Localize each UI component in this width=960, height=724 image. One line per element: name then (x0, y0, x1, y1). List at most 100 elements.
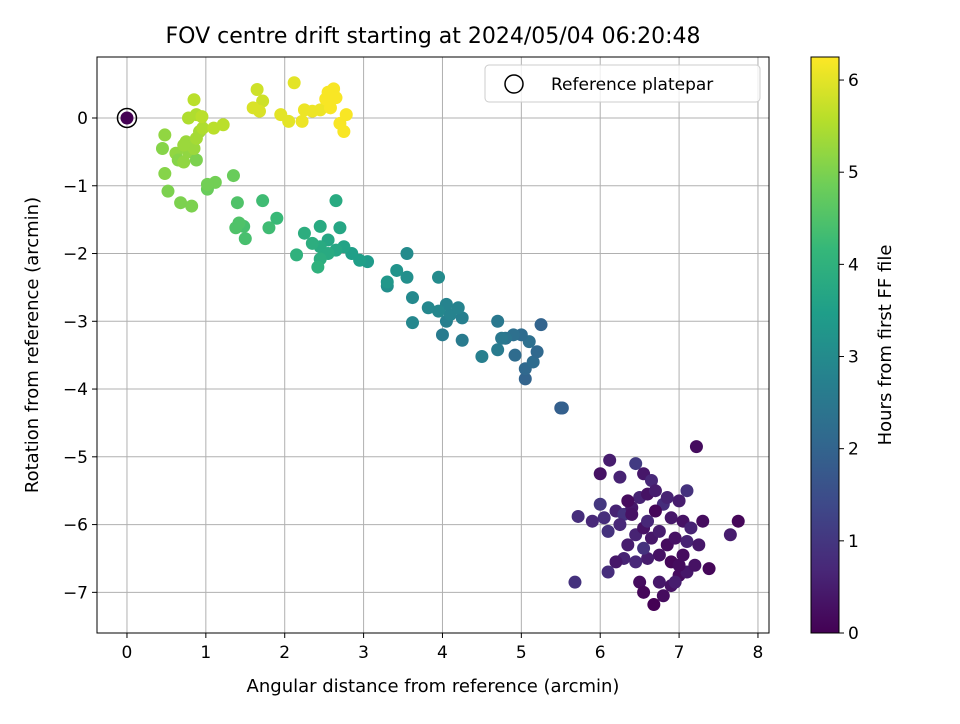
data-point (526, 355, 540, 369)
data-point (311, 260, 325, 274)
data-point (629, 555, 643, 569)
data-point (305, 236, 319, 250)
data-point (609, 555, 623, 569)
data-point (329, 91, 343, 105)
y-tick-label: −1 (63, 177, 88, 197)
data-point (688, 558, 702, 572)
data-point (652, 524, 666, 538)
data-point (648, 504, 662, 518)
y-tick-label: −2 (63, 245, 88, 265)
data-point (337, 125, 351, 139)
data-point (432, 304, 446, 318)
data-point (597, 511, 611, 525)
data-point (238, 232, 252, 246)
x-tick-label: 6 (595, 643, 606, 663)
data-point (672, 494, 686, 508)
data-point (256, 194, 270, 208)
y-tick-label: −4 (63, 380, 88, 400)
data-point (435, 328, 449, 342)
data-point (491, 314, 505, 328)
data-point (601, 524, 615, 538)
data-point (216, 118, 230, 132)
data-point (648, 484, 662, 498)
data-point (621, 538, 635, 552)
data-point (593, 497, 607, 511)
colorbar: 0 1 2 3 4 5 6 Hours from first FF file (810, 56, 896, 644)
data-point (390, 263, 404, 277)
legend: Reference platepar (484, 64, 761, 103)
data-point (491, 343, 505, 357)
data-point (652, 575, 666, 589)
plot-frame (96, 56, 770, 634)
data-point (187, 141, 201, 155)
data-point (656, 589, 670, 603)
data-point (495, 331, 509, 345)
colorbar-tick-label: 5 (848, 163, 859, 183)
data-point (451, 301, 465, 315)
data-point (400, 247, 414, 261)
data-point (380, 275, 394, 289)
data-point (601, 565, 615, 579)
x-tick-label: 5 (516, 643, 527, 663)
data-point (613, 518, 627, 532)
data-point (230, 196, 244, 210)
colorbar-tick-label: 4 (848, 255, 859, 275)
data-point (555, 401, 569, 415)
data-point (702, 562, 716, 576)
data-point (676, 548, 690, 562)
data-point (696, 514, 710, 528)
data-point (295, 114, 309, 128)
data-point (647, 598, 661, 612)
data-point (185, 199, 199, 213)
colorbar-ticks: 0 1 2 3 4 5 6 (839, 71, 859, 644)
data-point (621, 494, 635, 508)
data-point (329, 194, 343, 208)
colorbar-label: Hours from first FF file (875, 245, 896, 446)
colorbar-gradient (810, 56, 840, 634)
data-point (297, 226, 311, 240)
data-point (432, 270, 446, 284)
colorbar-tick-label: 2 (848, 440, 859, 460)
data-point (161, 184, 175, 198)
colorbar-tick-label: 0 (848, 624, 859, 644)
data-point (229, 221, 243, 235)
data-point (689, 440, 703, 454)
data-point (405, 316, 419, 330)
x-axis: 0 1 2 3 4 5 6 7 8 (122, 633, 763, 663)
data-point (323, 101, 337, 115)
data-point (226, 169, 240, 183)
data-point (455, 311, 469, 325)
data-point (400, 270, 414, 284)
data-point (313, 219, 327, 233)
data-point (405, 291, 419, 305)
data-point (313, 103, 327, 117)
data-point (158, 128, 172, 142)
data-point (250, 83, 264, 97)
data-point (692, 538, 706, 552)
data-point (339, 108, 353, 122)
data-point (262, 221, 276, 235)
data-point (455, 333, 469, 347)
data-point (644, 474, 658, 488)
y-tick-label: −5 (63, 448, 88, 468)
reference-platepar-marker (116, 107, 138, 129)
data-point (641, 514, 655, 528)
data-point (174, 196, 188, 210)
data-point (155, 141, 169, 155)
data-point (518, 372, 532, 386)
data-point (187, 93, 201, 107)
legend-marker-icon (504, 74, 524, 94)
data-point (680, 535, 694, 549)
data-point (603, 453, 617, 467)
data-point (633, 575, 647, 589)
data-point (625, 507, 639, 521)
data-point (252, 104, 266, 118)
data-point (534, 318, 548, 332)
x-tick-label: 3 (358, 643, 369, 663)
x-axis-label: Angular distance from reference (arcmin) (247, 676, 620, 697)
data-point (177, 138, 191, 152)
chart-title: FOV centre drift starting at 2024/05/04 … (166, 24, 701, 49)
data-point (189, 153, 203, 167)
data-point (652, 548, 666, 562)
